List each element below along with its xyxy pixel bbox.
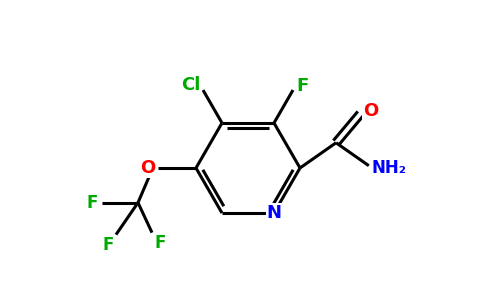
Text: O: O bbox=[140, 159, 156, 177]
Text: F: F bbox=[102, 236, 114, 253]
Text: F: F bbox=[154, 234, 166, 252]
Text: F: F bbox=[86, 194, 98, 211]
Text: F: F bbox=[297, 77, 309, 95]
Text: N: N bbox=[267, 204, 282, 222]
Text: Cl: Cl bbox=[182, 76, 201, 94]
Text: NH₂: NH₂ bbox=[371, 159, 406, 177]
Text: O: O bbox=[363, 102, 378, 120]
